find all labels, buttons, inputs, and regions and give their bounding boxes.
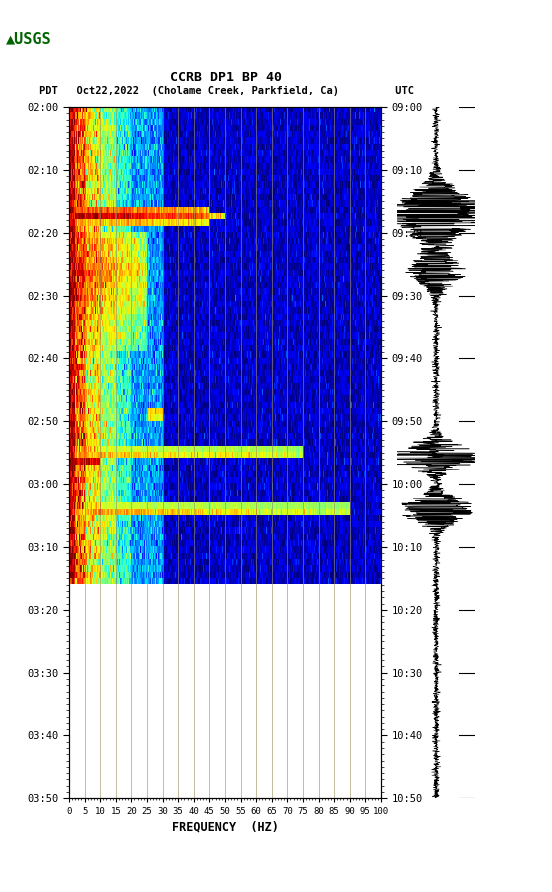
- Text: CCRB DP1 BP 40: CCRB DP1 BP 40: [171, 70, 282, 84]
- Text: ▲USGS: ▲USGS: [6, 31, 51, 46]
- X-axis label: FREQUENCY  (HZ): FREQUENCY (HZ): [172, 821, 278, 833]
- Text: PDT   Oct22,2022  (Cholame Creek, Parkfield, Ca)         UTC: PDT Oct22,2022 (Cholame Creek, Parkfield…: [39, 87, 414, 96]
